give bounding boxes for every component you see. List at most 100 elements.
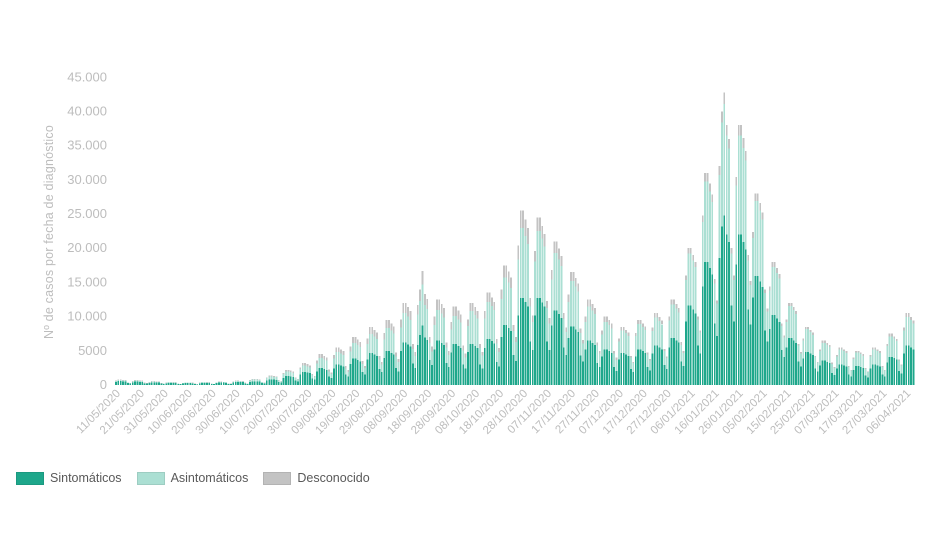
- bar-segment: [740, 125, 742, 136]
- bar-segment: [229, 384, 232, 385]
- bar-segment: [637, 320, 639, 324]
- bar-segment: [586, 299, 589, 307]
- bar-segment: [788, 302, 790, 307]
- bar-segment: [895, 359, 898, 385]
- bar-segment: [349, 346, 352, 352]
- bar-segment: [507, 328, 510, 385]
- bar-segment: [874, 347, 877, 350]
- bar-segment: [536, 230, 539, 298]
- bar-segment: [423, 337, 426, 385]
- bar-segment: [610, 323, 613, 329]
- bar-segment: [395, 356, 398, 369]
- bar-segment: [285, 369, 287, 372]
- bar-segment: [725, 234, 728, 385]
- bar-segment: [744, 249, 747, 385]
- bar-segment: [816, 361, 819, 363]
- bar-segment: [625, 329, 627, 334]
- bar-segment: [364, 368, 366, 375]
- bar-segment: [541, 225, 544, 239]
- bar-segment: [625, 354, 627, 385]
- bar-segment: [524, 302, 527, 385]
- y-tick-label: 20.000: [67, 240, 107, 255]
- bar-segment: [910, 347, 913, 385]
- bar-segment: [500, 289, 503, 299]
- bar-segment: [795, 311, 798, 315]
- bar-segment: [515, 337, 517, 342]
- bar-segment: [512, 331, 515, 356]
- bar-segment: [812, 334, 814, 356]
- bar-segment: [330, 374, 333, 379]
- bar-segment: [579, 328, 582, 334]
- bar-segment: [538, 217, 541, 231]
- bar-segment: [507, 271, 510, 283]
- bar-segment: [237, 381, 239, 385]
- bar-segment: [859, 354, 862, 368]
- bar-segment: [800, 353, 802, 367]
- bar-segment: [251, 381, 254, 385]
- bar-segment: [397, 371, 400, 385]
- bar-segment: [469, 343, 472, 385]
- bar-segment: [862, 355, 865, 369]
- bar-segment: [522, 228, 524, 298]
- bar-segment: [900, 364, 903, 366]
- bar-segment: [402, 312, 405, 343]
- bar-segment: [835, 368, 838, 385]
- bar-segment: [756, 193, 759, 202]
- bar-segment: [536, 217, 539, 231]
- bar-segment: [220, 381, 223, 383]
- bar-segment: [280, 381, 283, 383]
- bar-segment: [864, 375, 867, 385]
- bar-segment: [491, 297, 493, 307]
- bar-segment: [562, 318, 565, 348]
- bar-segment: [318, 354, 321, 358]
- bar-segment: [366, 344, 369, 360]
- bar-segment: [886, 362, 889, 385]
- bar-segment: [634, 356, 637, 385]
- bar-segment: [749, 281, 752, 286]
- bar-segment: [783, 337, 786, 357]
- y-tick-label: 0: [100, 377, 107, 392]
- bar-segment: [706, 173, 709, 182]
- bar-segment: [833, 367, 836, 369]
- bar-segment: [253, 381, 256, 385]
- bar-segment: [558, 248, 560, 260]
- bar-segment: [225, 382, 227, 383]
- bar-segment: [117, 379, 120, 381]
- bar-segment: [524, 219, 527, 236]
- bar-segment: [742, 148, 745, 242]
- bar-segment: [560, 255, 563, 267]
- bar-segment: [467, 319, 469, 326]
- bar-segment: [574, 277, 577, 287]
- bar-segment: [383, 357, 386, 385]
- bar-segment: [443, 317, 445, 345]
- bar-segment: [589, 306, 592, 341]
- bar-segment: [462, 345, 465, 351]
- bar-segment: [443, 308, 445, 318]
- bar-segment: [404, 302, 407, 313]
- bar-segment: [256, 379, 259, 380]
- bar-segment: [867, 371, 869, 372]
- bar-segment: [206, 382, 208, 383]
- bar-segment: [747, 309, 750, 385]
- bar-segment: [529, 306, 532, 342]
- bar-segment: [268, 375, 271, 377]
- bar-segment: [673, 337, 675, 385]
- bar-segment: [390, 330, 393, 353]
- bar-segment: [857, 350, 860, 353]
- bar-segment: [713, 279, 716, 284]
- bar-segment: [167, 382, 170, 385]
- bar-segment: [876, 351, 879, 366]
- bar-segment: [342, 355, 345, 367]
- bar-segment: [886, 346, 889, 363]
- bar-segment: [843, 351, 845, 366]
- bar-segment: [797, 343, 800, 346]
- bar-segment: [716, 300, 718, 304]
- bar-segment: [503, 277, 505, 326]
- bar-segment: [404, 342, 407, 385]
- bar-segment: [234, 381, 237, 385]
- bar-segment: [124, 381, 127, 385]
- bar-segment: [249, 380, 251, 383]
- bar-segment: [328, 369, 330, 372]
- bar-segment: [354, 358, 357, 385]
- bar-segment: [637, 349, 639, 385]
